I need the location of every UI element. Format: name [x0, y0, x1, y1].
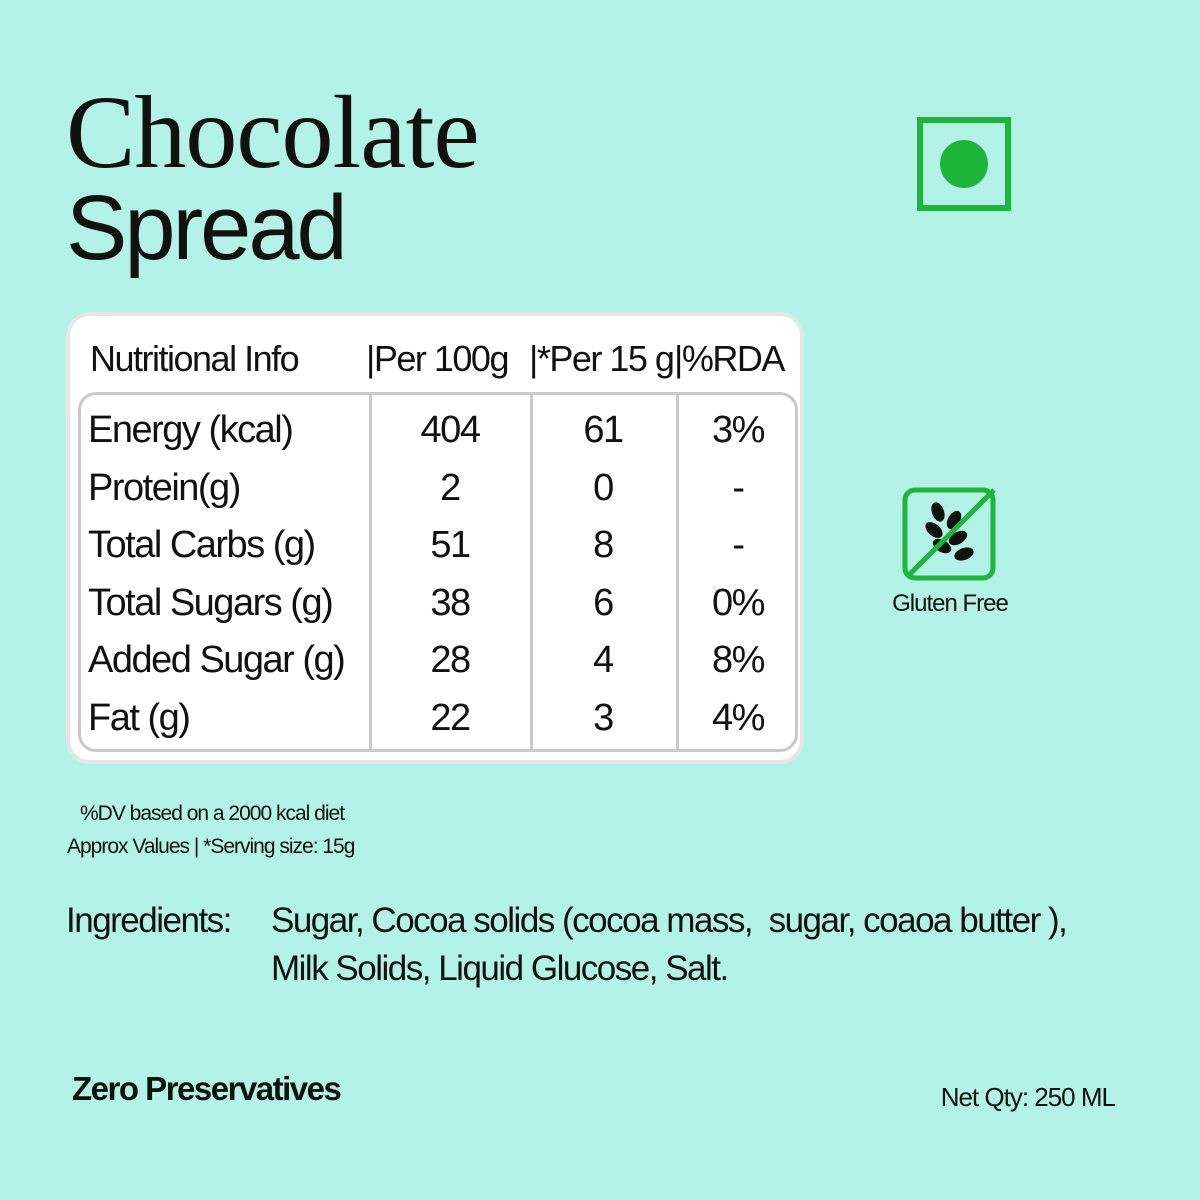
table-cell: 22: [430, 696, 471, 739]
table-cell: 404: [420, 409, 481, 451]
table-body-frame: [78, 392, 798, 752]
row-label: Added Sugar (g): [88, 639, 346, 681]
table-header: Nutritional Info: [90, 338, 300, 379]
table-cell: 4: [593, 639, 614, 681]
ingredients-label: Ingredients:: [66, 901, 232, 940]
table-header: |*Per 15 g: [529, 338, 675, 379]
row-label: Protein(g): [88, 466, 241, 509]
column-divider: [369, 393, 372, 749]
title-line: Spread: [66, 177, 348, 279]
ingredients-line: Milk Solids, Liquid Glucose, Salt.: [271, 949, 729, 988]
footnote: %DV based on a 2000 kcal diet: [80, 802, 345, 825]
column-divider: [530, 393, 533, 749]
table-cell: 4%: [712, 696, 765, 739]
column-divider: [676, 393, 679, 749]
table-cell: -: [732, 466, 745, 509]
row-label: Total Sugars (g): [88, 581, 334, 624]
table-header: |%RDA: [674, 338, 785, 379]
table-cell: 61: [583, 409, 624, 451]
ingredients-line: Sugar, Cocoa solids (cocoa mass, sugar, …: [271, 901, 1068, 940]
table-cell: 3%: [712, 409, 765, 451]
footnote: Approx Values | *Serving size: 15g: [67, 835, 355, 858]
table-cell: -: [732, 524, 745, 566]
table-header: |Per 100g: [366, 338, 509, 379]
row-label: Energy (kcal): [88, 409, 294, 451]
table-cell: 6: [593, 581, 614, 624]
table-cell: 0%: [712, 581, 765, 624]
row-label: Total Carbs (g): [88, 524, 316, 566]
table-cell: 8: [593, 524, 614, 566]
table-cell: 28: [430, 639, 471, 681]
table-cell: 38: [430, 581, 471, 624]
veg-mark: [917, 117, 1011, 211]
table-cell: 0: [593, 466, 614, 509]
table-cell: 3: [593, 696, 614, 739]
gluten-free-icon: [902, 487, 996, 581]
table-frame: [66, 312, 804, 764]
row-label: Fat (g): [88, 696, 191, 739]
table-cell: 2: [440, 466, 461, 509]
net-quantity: Net Qty: 250 ML: [940, 1082, 1116, 1112]
table-cell: 8%: [712, 639, 765, 681]
table-cell: 51: [430, 524, 471, 566]
badge-label: Gluten Free: [892, 590, 1009, 617]
claim: Zero Preservatives: [72, 1070, 342, 1107]
title-line: Chocolate: [66, 75, 480, 190]
